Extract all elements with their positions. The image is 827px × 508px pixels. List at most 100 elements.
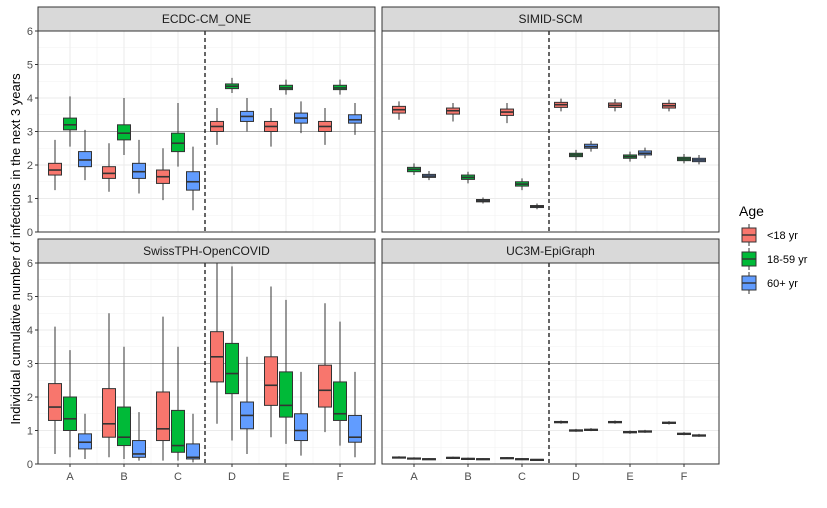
y-tick-label: 3 [27,127,33,139]
box-b-60yr [132,412,146,461]
box-b-18yr [446,103,460,122]
box-f-60yr [348,103,362,135]
iqr-box [171,132,185,153]
box-c-60yr [530,458,544,462]
box-f-18yr [662,421,676,425]
box-c-18yr [156,316,170,461]
legend-label: 18-59 yr [767,254,808,266]
box-a-1859yr [407,163,421,176]
box-c-1859yr [171,346,185,461]
box-b-60yr [476,458,490,461]
box-e-18yr [608,420,622,424]
box-b-18yr [102,313,116,458]
box-f-18yr [318,108,332,145]
box-b-1859yr [461,457,475,461]
x-tick-label: C [518,471,526,483]
iqr-box [186,443,200,460]
y-tick-label: 1 [27,426,33,438]
box-c-1859yr [515,178,529,191]
box-c-1859yr [171,103,185,167]
x-tick-label: B [120,471,127,483]
legend-entry: <18 yr [741,224,798,246]
box-f-18yr [662,99,676,112]
iqr-box [78,151,92,168]
box-e-1859yr [279,79,293,95]
iqr-box [186,171,200,191]
box-e-60yr [294,371,308,456]
iqr-box [348,414,362,443]
box-a-18yr [48,139,62,191]
box-c-60yr [186,413,200,463]
y-tick-label: 6 [27,26,33,38]
box-b-1859yr [461,171,475,184]
box-e-60yr [638,147,652,159]
box-c-60yr [530,203,544,210]
iqr-box [318,364,332,408]
x-tick-label: A [410,471,418,483]
box-b-1859yr [117,346,131,459]
box-a-1859yr [63,96,77,147]
box-f-1859yr [333,79,347,95]
x-tick-label: E [282,471,289,483]
box-e-1859yr [623,430,637,434]
box-d-60yr [584,428,598,432]
box-c-18yr [500,456,514,460]
box-a-18yr [48,326,62,454]
box-d-1859yr [225,77,239,93]
legend-title: Age [739,203,764,219]
iqr-box [132,162,146,179]
iqr-box [156,391,170,442]
box-d-1859yr [569,428,583,432]
x-tick-label: F [337,471,344,483]
box-a-60yr [78,129,92,181]
box-b-60yr [132,139,146,194]
x-tick-label: A [66,471,74,483]
y-tick-label: 0 [27,227,33,239]
y-tick-label: 3 [27,359,33,371]
y-tick-label: 1 [27,194,33,206]
facet-strip-label: SIMID-SCM [519,12,583,26]
box-b-1859yr [117,98,131,155]
iqr-box [117,406,131,447]
y-tick-label: 4 [27,93,33,105]
x-tick-label: C [174,471,182,483]
box-d-60yr [240,356,254,454]
box-a-18yr [392,101,406,120]
y-tick-label: 4 [27,325,33,337]
box-d-1859yr [225,266,239,441]
iqr-box [102,388,116,438]
box-d-18yr [210,263,224,424]
iqr-box [348,114,362,124]
box-d-18yr [210,108,224,145]
legend-label: 60+ yr [767,278,798,290]
box-e-18yr [264,108,278,147]
y-tick-label: 5 [27,292,33,304]
panel-simid-scm: SIMID-SCM [381,6,720,233]
y-tick-label: 0 [27,459,33,471]
y-axis-label: Individual cumulative number of infectio… [8,73,23,425]
legend-label: <18 yr [767,230,798,242]
legend: Age<18 yr 18-59 yr 60+ yr [739,203,808,294]
iqr-box [132,440,146,458]
box-f-60yr [692,154,706,165]
y-tick-label: 2 [27,160,33,172]
iqr-box [63,396,77,431]
box-a-1859yr [407,457,421,460]
box-e-60yr [638,429,652,433]
box-b-60yr [476,197,490,204]
box-b-18yr [102,143,116,192]
iqr-box [279,371,293,418]
facet-strip-label: ECDC-CM_ONE [162,12,251,26]
facet-strip [37,6,376,32]
iqr-box [264,356,278,406]
iqr-box [225,342,239,395]
box-d-18yr [554,98,568,112]
box-f-60yr [692,433,706,437]
x-tick-label: B [464,471,471,483]
box-e-60yr [294,101,308,134]
box-f-1859yr [677,153,691,164]
box-a-1859yr [63,350,77,458]
facet-strip [37,238,376,264]
iqr-box [48,162,62,176]
